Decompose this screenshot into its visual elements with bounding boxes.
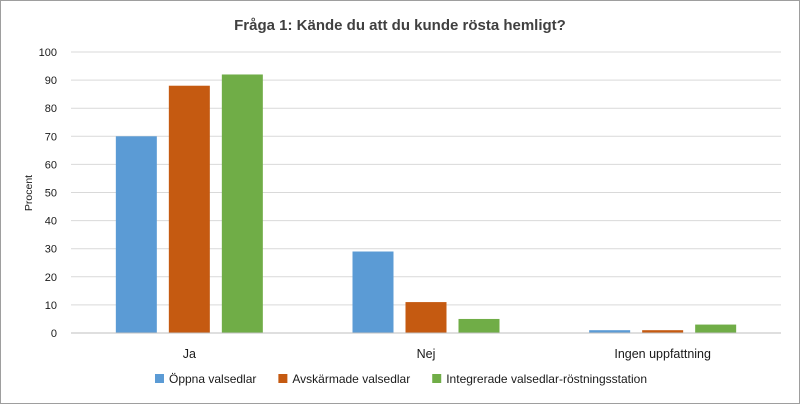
y-tick-label: 20: [45, 272, 57, 284]
bar: [405, 302, 447, 333]
legend-item: Avskärmade valsedlar: [278, 372, 410, 386]
y-tick-label: 100: [39, 47, 57, 59]
bar: [221, 74, 263, 333]
bars: [115, 74, 737, 333]
y-tick-label: 60: [45, 159, 57, 171]
legend-item: Integrerade valsedlar-röstningsstation: [432, 372, 647, 386]
bar: [168, 85, 210, 333]
y-tick-label: 80: [45, 103, 57, 115]
y-tick-labels: 0 10 20 30 40 50 60 70 80 90 100: [39, 47, 57, 340]
legend: Öppna valsedlar Avskärmade valsedlar Integ…: [154, 372, 647, 386]
y-tick-label: 90: [45, 75, 57, 87]
legend-swatch: [154, 374, 164, 383]
legend-label: Integrerade valsedlar-röstningsstation: [446, 372, 647, 386]
legend-swatch: [432, 374, 442, 383]
legend-label: Öppna valsedlar: [169, 372, 256, 386]
category-labels: Ja Nej Ingen uppfattning: [183, 347, 711, 361]
y-tick-label: 0: [51, 328, 57, 340]
bar: [115, 136, 157, 333]
legend-item: Öppna valsedlar: [154, 372, 256, 386]
category-label: Nej: [417, 347, 436, 361]
chart-title: Fråga 1: Kände du att du kunde rösta hem…: [234, 17, 566, 34]
bar: [352, 251, 394, 333]
bar: [695, 324, 737, 333]
y-axis-label: Procent: [23, 175, 35, 211]
y-tick-label: 70: [45, 131, 57, 143]
y-tick-label: 50: [45, 188, 57, 200]
y-tick-label: 10: [45, 300, 57, 312]
y-tick-label: 40: [45, 216, 57, 228]
y-tick-label: 30: [45, 244, 57, 256]
category-label: Ingen uppfattning: [614, 347, 711, 361]
legend-swatch: [278, 374, 288, 383]
bar: [458, 318, 500, 333]
bar: [642, 330, 684, 333]
bar: [589, 330, 631, 333]
category-label: Ja: [183, 347, 196, 361]
legend-label: Avskärmade valsedlar: [292, 372, 410, 386]
